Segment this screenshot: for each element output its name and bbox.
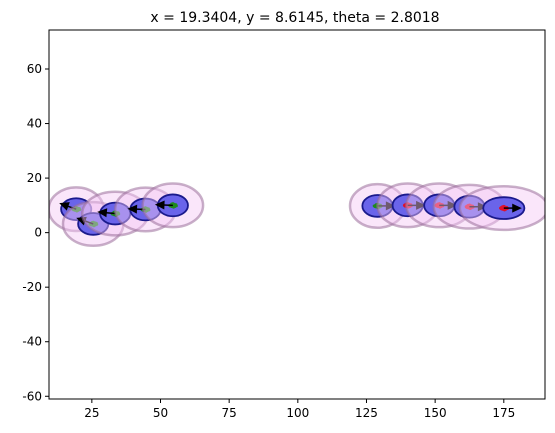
y-tick-label: -40: [22, 335, 42, 349]
x-tick-label: 25: [84, 406, 99, 420]
heading-arrow-head: [97, 208, 108, 218]
particle-cloud: [168, 202, 178, 209]
heading-arrow-head: [512, 203, 522, 213]
y-tick-label: 20: [27, 171, 42, 185]
chart-title: x = 19.3404, y = 8.6145, theta = 2.8018: [150, 10, 439, 26]
robot-pose-9: [458, 185, 545, 232]
x-tick-label: 150: [424, 406, 447, 420]
particle: [117, 212, 121, 216]
robot-pose-6: [376, 182, 440, 229]
x-tick-label: 175: [492, 406, 515, 420]
heading-arrow-head: [416, 200, 426, 210]
particle-cluster: [499, 205, 507, 211]
particle: [172, 203, 176, 207]
particle-cluster: [464, 204, 472, 210]
x-tick-label: 50: [153, 406, 168, 420]
y-tick-label: -20: [22, 280, 42, 294]
particle: [175, 204, 178, 208]
y-tick-label: 60: [27, 62, 42, 76]
heading-arrow-head: [154, 200, 165, 210]
heading-arrow-head: [447, 200, 458, 210]
particle-cloud: [88, 220, 99, 228]
particle-cluster: [434, 202, 442, 208]
axes: 25 50 75 100 125 150 175 -60 -40 -20 0 20 40 60: [22, 62, 515, 420]
heading-arrow-head: [127, 204, 138, 214]
particle: [145, 207, 149, 211]
y-tick-label: 40: [27, 117, 42, 131]
particle: [76, 207, 80, 211]
plot-marks: [49, 182, 545, 247]
particle: [372, 204, 376, 208]
particle: [78, 208, 82, 212]
x-tick-label: 75: [222, 406, 237, 420]
robot-pose-4: [141, 182, 205, 229]
x-tick-label: 125: [355, 406, 378, 420]
heading-arrow-head: [385, 201, 396, 211]
particle: [95, 222, 99, 226]
x-tick-label: 100: [286, 406, 309, 420]
heading-arrow-head: [59, 202, 70, 211]
particle: [93, 222, 97, 226]
y-tick-label: 0: [34, 226, 42, 240]
plot-frame: [48, 29, 546, 400]
particle: [147, 208, 151, 212]
y-tick-label: -60: [22, 389, 42, 403]
robot-pose-3: [113, 186, 177, 233]
